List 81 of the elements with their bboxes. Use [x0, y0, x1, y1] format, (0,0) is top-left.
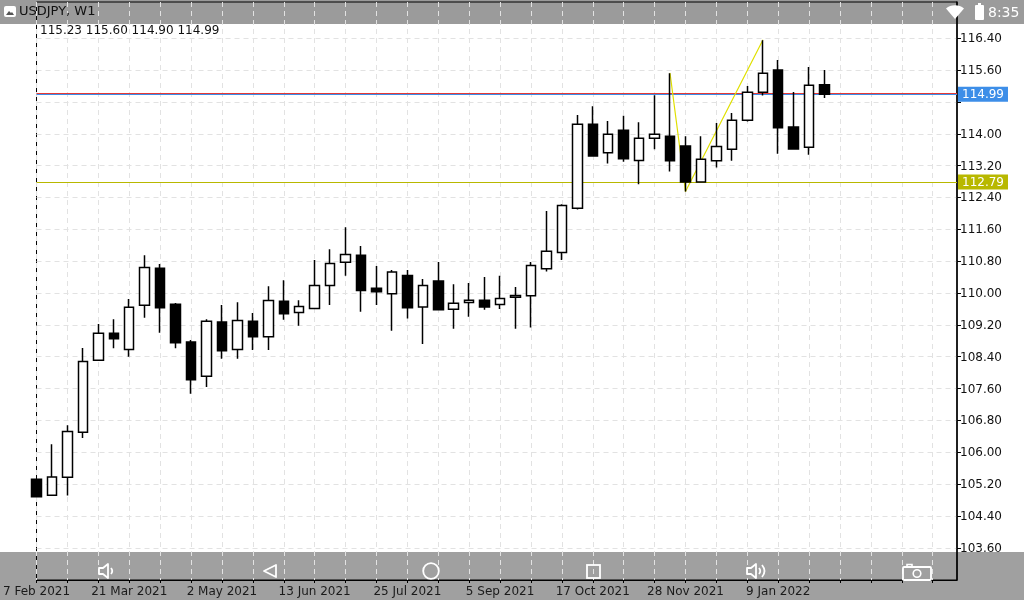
candlestick — [741, 85, 754, 123]
candlestick — [509, 286, 522, 330]
text: 8:35 — [988, 4, 1020, 20]
candlestick — [633, 121, 645, 186]
candlestick — [200, 318, 213, 388]
candlestick — [386, 269, 398, 332]
candlestick — [818, 69, 831, 99]
x-tick-label: 7 Feb 2021 — [2, 584, 71, 598]
y-tick-label: 103.60 — [960, 540, 1002, 555]
candlestick — [417, 278, 429, 345]
candlestick — [803, 66, 815, 156]
x-tick-label: 9 Jan 2022 — [746, 584, 811, 598]
chart-title: USDJPY, W1 — [19, 3, 96, 18]
candlestick — [278, 279, 290, 321]
candlestick — [262, 285, 275, 351]
candlestick — [92, 323, 105, 362]
y-tick-label: 104.40 — [960, 508, 1002, 523]
x-tick-label: 2 May 2021 — [186, 584, 258, 598]
candlestick — [123, 298, 135, 358]
candlestick — [571, 114, 584, 211]
ref-line-label: 114.99 — [962, 87, 1004, 102]
candlestick — [695, 135, 707, 184]
candlestick — [46, 443, 58, 497]
y-tick-label: 106.80 — [960, 413, 1002, 428]
candlestick — [787, 91, 800, 151]
candlestick — [370, 265, 383, 306]
candlestick — [494, 275, 506, 310]
candlestick — [757, 39, 769, 97]
candlestick — [138, 254, 151, 319]
candlestick — [463, 282, 475, 318]
y-tick-label: 105.20 — [960, 477, 1002, 492]
y-tick-label: 112.40 — [960, 190, 1002, 205]
candlestick — [710, 122, 723, 169]
candlestick — [602, 120, 614, 165]
candlestick — [154, 263, 166, 334]
candlestick — [447, 283, 460, 330]
candlestick — [617, 115, 630, 163]
candlestick — [726, 112, 738, 162]
candlestick — [169, 302, 182, 350]
candlestick — [355, 245, 367, 313]
y-tick-label: 113.20 — [960, 158, 1002, 173]
y-tick-label: 109.20 — [960, 317, 1002, 332]
candlestick — [61, 424, 74, 497]
candlestick — [185, 339, 197, 395]
candlestick — [664, 72, 676, 173]
candlestick — [401, 269, 414, 320]
candlestick — [679, 135, 692, 193]
y-tick-label: 106.00 — [960, 445, 1002, 460]
y-tick-label: 108.40 — [960, 349, 1002, 364]
candlestick — [308, 259, 321, 310]
y-tick-label: 110.80 — [960, 254, 1002, 269]
candlestick — [324, 248, 336, 306]
candlestick — [108, 318, 120, 350]
candlestick — [247, 312, 259, 351]
candlestick — [556, 203, 568, 261]
y-tick-label: 107.60 — [960, 381, 1002, 396]
x-tick-label: 17 Oct 2021 — [555, 584, 630, 598]
x-tick-label: 13 Jun 2021 — [278, 584, 351, 598]
y-tick-label: 115.60 — [960, 63, 1002, 78]
x-tick-label: 21 Mar 2021 — [91, 584, 168, 598]
candlestick — [216, 304, 228, 360]
text: 115.23 115.60 114.90 114.99 — [40, 23, 220, 37]
y-tick-label: 114.00 — [960, 126, 1002, 141]
candlestick — [77, 347, 89, 439]
candlestick — [772, 59, 784, 155]
y-tick-label: 116.40 — [960, 31, 1002, 46]
candlestick — [339, 226, 352, 277]
candlestick — [648, 94, 661, 151]
candlestick — [540, 210, 553, 273]
candlestick — [525, 261, 537, 329]
candlestick — [432, 261, 445, 311]
y-tick-label: 110.00 — [960, 285, 1002, 300]
ref-line-label: 112.79 — [962, 174, 1004, 189]
x-tick-label: 25 Jul 2021 — [373, 584, 442, 598]
candlestick — [293, 299, 305, 327]
candlestick — [587, 105, 599, 158]
x-tick-label: 5 Sep 2021 — [465, 584, 535, 598]
x-tick-label: 28 Nov 2021 — [647, 584, 724, 598]
candlestick — [478, 276, 491, 311]
candlestick — [231, 301, 244, 360]
y-tick-label: 111.60 — [960, 222, 1002, 237]
